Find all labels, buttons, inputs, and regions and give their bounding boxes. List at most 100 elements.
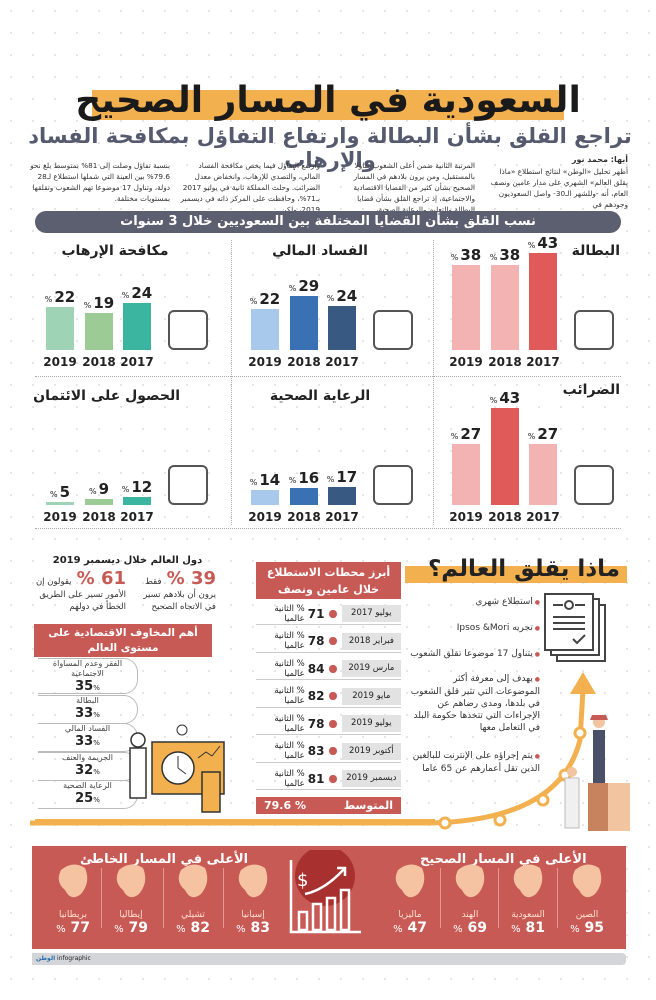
survey-row: مايو 2019 82% الثانية عالميا — [256, 686, 401, 708]
country-wrong-track: إسبانيا% 83 — [228, 860, 278, 936]
country-value: % 69 — [453, 920, 487, 936]
bar-value-label: % 24 — [326, 286, 358, 305]
country-name: تشيلي — [181, 910, 205, 920]
article-paragraph: المرتبة الثانية ضمن أعلى الشعوب تفاؤلا ب… — [353, 161, 475, 214]
year-label: 2018 — [488, 355, 522, 369]
survey-date: يوليو 2017 — [341, 605, 401, 622]
country-right-track: السعودية% 81 — [503, 860, 553, 936]
world-section-title: ماذا يقلق العالم؟ — [427, 556, 620, 582]
bar-value-label: % 9 — [88, 479, 110, 498]
stat-label: يقولون إن — [35, 577, 72, 587]
dot-icon — [329, 664, 337, 673]
divider — [163, 868, 164, 928]
survey-date: فبراير 2018 — [341, 632, 401, 650]
svg-text:$: $ — [297, 870, 308, 891]
country-name: الهند — [461, 910, 479, 920]
bar — [328, 305, 356, 350]
year-label: 2017 — [120, 355, 154, 369]
chart-title: الضرائب — [562, 382, 620, 398]
country-value: % 47 — [393, 920, 427, 936]
divider — [231, 240, 232, 525]
country-name: إيطاليا — [119, 910, 143, 920]
stat-value: 61 % — [76, 568, 126, 589]
survey-suffix: % الثانية عالميا — [274, 741, 305, 761]
dot-icon — [329, 719, 337, 728]
page-subtitle: تراجع القلق بشأن البطالة وارتفاع التفاؤل… — [28, 124, 632, 172]
country-right-track: الهند% 69 — [445, 860, 495, 936]
bar-value-label: % 27 — [527, 425, 559, 444]
stat-right-direction: 39 % فقط يرون أن بلادهم تسير في الاتجاه … — [128, 568, 216, 613]
handcuffs-money-bag-icon — [373, 310, 413, 350]
stat-text: الخطأ في دولهم — [69, 602, 126, 612]
econ-fear-label: الفساد المالي — [64, 724, 111, 733]
survey-value: 83 — [307, 744, 325, 758]
world-bullet: يتم إجراؤه على الإنترنت للبالغين الذين ت… — [410, 750, 540, 775]
world-bullet: يهدف إلى معرفة أكثر الموضوعات التي تثير … — [410, 673, 540, 734]
footer: الوطن infographic — [32, 953, 626, 965]
econ-fear-label: البطالة — [76, 695, 99, 705]
article-paragraph: وارتفع التفاؤل فيما يخص مكافحة الفساد ال… — [180, 161, 320, 214]
december-title: دول العالم خلال ديسمبر 2019 — [52, 555, 203, 566]
bar-value-label: % 38 — [489, 245, 521, 264]
bar-value-label: % 19 — [83, 293, 115, 312]
year-label: 2019 — [449, 510, 483, 524]
country-map-icon — [238, 864, 268, 898]
dot-icon — [329, 692, 337, 700]
country-right-track: ماليزيا% 47 — [385, 860, 435, 936]
bar-value-label: % 24 — [121, 284, 153, 303]
econ-fears-title: أهم المخاوف الاقتصادية على مستوى العالم — [34, 624, 212, 657]
wrong-track-title: الأعلى في المسار الخاطئ — [80, 852, 249, 867]
bar-value-label: % 5 — [49, 482, 71, 501]
bar-value-label: % 43 — [527, 234, 559, 253]
econ-fear-item: الرعاية الصحية 25% — [38, 780, 138, 809]
bar-value-label: % 14 — [249, 471, 281, 490]
survey-value: 78 — [307, 634, 325, 648]
bar-value-label: % 16 — [288, 469, 320, 488]
title-highlight — [92, 90, 564, 120]
article-paragraph: بنسبة تفاؤل وصلت إلى 81% بمتوسط بلغ نحو … — [30, 161, 170, 203]
stat-label: فقط — [145, 577, 162, 587]
terrorist-dynamite-icon — [168, 310, 208, 350]
chart-title: الحصول على الائتمان — [33, 388, 180, 404]
bar-value-label: % 17 — [326, 468, 358, 487]
country-wrong-track: بريطانيا% 77 — [48, 860, 98, 936]
footer-label: infographic — [57, 955, 91, 962]
bar — [251, 309, 279, 350]
bar — [452, 444, 480, 505]
year-label: 2017 — [325, 510, 359, 524]
country-name: السعودية — [511, 910, 545, 920]
survey-row: يوليو 2019 78% الثانية عالميا — [256, 713, 401, 735]
title-highlight — [405, 566, 627, 583]
bar — [46, 501, 74, 505]
year-label: 2017 — [526, 355, 560, 369]
econ-fear-label: الرعاية الصحية — [63, 781, 112, 790]
bar-value-label: % 22 — [44, 288, 76, 307]
dot-icon — [329, 609, 337, 618]
country-wrong-track: تشيلي% 82 — [168, 860, 218, 936]
divider — [35, 376, 621, 377]
dot-icon — [329, 747, 337, 755]
country-name: الصين — [575, 910, 599, 920]
year-label: 2019 — [43, 355, 77, 369]
divider — [35, 528, 621, 529]
bar — [452, 264, 480, 350]
bar — [290, 488, 318, 505]
survey-value: 81 — [307, 771, 325, 786]
bar — [251, 490, 279, 505]
survey-value: 71 — [307, 606, 325, 621]
country-name: ماليزيا — [398, 910, 422, 920]
page-title: السعودية في المسار الصحيح — [75, 80, 581, 121]
survey-suffix: % الثانية عالميا — [274, 631, 305, 651]
survey-row: يوليو 2017 71% الثانية عالميا — [256, 603, 401, 625]
stat-text: يرون أن بلادهم تسير — [143, 590, 216, 600]
bar-value-label: % 12 — [121, 477, 153, 496]
country-value: % 79 — [114, 920, 148, 936]
stat-value: 39 % — [166, 568, 216, 589]
econ-fear-item: البطالة 33% — [38, 694, 138, 724]
world-bullet: يتناول 17 موضوعا تقلق الشعوب — [400, 648, 540, 661]
dot-icon — [329, 637, 337, 645]
econ-fear-value: 32% — [75, 762, 100, 778]
country-value: % 95 — [570, 920, 604, 936]
econ-fear-value: 33% — [75, 705, 100, 721]
chart-title: الفساد المالي — [272, 243, 368, 259]
